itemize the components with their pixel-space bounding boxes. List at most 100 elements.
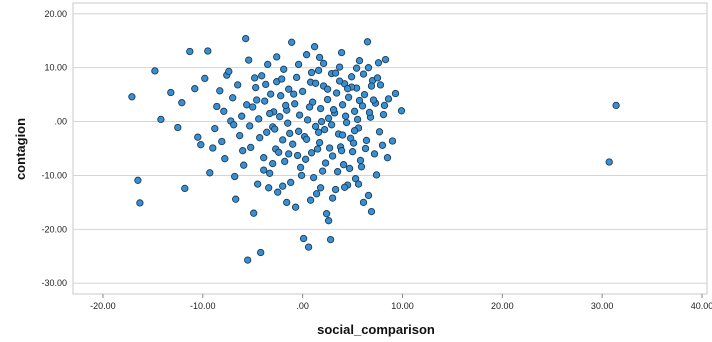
data-point (328, 152, 337, 160)
data-point (307, 68, 316, 77)
data-point (221, 155, 229, 163)
data-point (375, 128, 384, 136)
data-point (348, 148, 357, 156)
data-point (340, 183, 349, 191)
data-point (294, 60, 303, 69)
data-point (262, 80, 270, 89)
data-point (285, 150, 293, 158)
data-point (314, 66, 323, 75)
data-point (352, 64, 361, 72)
data-point (279, 182, 287, 190)
x-tick-label: 40.00 (691, 301, 712, 311)
data-point (255, 115, 263, 123)
data-point (281, 157, 289, 166)
x-tick-label: .00 (296, 301, 309, 311)
data-point (295, 111, 304, 119)
data-point (339, 161, 348, 169)
data-point (326, 235, 335, 244)
data-point (329, 106, 338, 114)
data-point (315, 138, 324, 147)
data-point (361, 144, 370, 153)
data-point (239, 147, 247, 155)
x-tick-label: 20.00 (491, 301, 514, 311)
data-point (243, 101, 251, 109)
y-tick-label: -20.00 (41, 224, 67, 234)
data-point (315, 53, 324, 62)
data-point (282, 101, 290, 110)
data-point (293, 151, 302, 160)
data-point (283, 198, 291, 207)
data-point (234, 81, 242, 89)
data-point (288, 38, 296, 46)
plot-frame (72, 2, 708, 295)
data-point (292, 73, 301, 82)
data-point (266, 109, 274, 118)
data-point (363, 38, 372, 46)
data-point (278, 75, 286, 83)
data-point (257, 248, 265, 257)
data-point (327, 121, 336, 129)
data-point (349, 139, 358, 147)
y-axis-title: contagion (13, 118, 28, 180)
data-point (291, 203, 300, 211)
data-point (296, 163, 305, 172)
data-point (354, 180, 363, 188)
data-point (331, 185, 340, 194)
data-point (313, 145, 322, 153)
data-point (391, 89, 400, 98)
data-point (370, 150, 379, 158)
data-point (335, 63, 344, 71)
data-point (316, 184, 325, 192)
data-point (350, 107, 359, 115)
data-point (324, 114, 333, 122)
data-point (337, 48, 346, 57)
data-point (302, 51, 311, 59)
data-point (230, 121, 238, 129)
data-point (318, 167, 327, 175)
data-point (260, 166, 268, 174)
data-point (345, 164, 354, 173)
data-point (218, 137, 226, 146)
data-point (379, 110, 388, 119)
data-point (314, 128, 323, 136)
data-point (289, 140, 297, 148)
data-point (178, 99, 186, 107)
data-point (269, 159, 277, 168)
x-tick-labels: -20.00 -10.00 .00 10.00 20.00 30.00 40.00 (90, 294, 712, 311)
x-tick-label: -10.00 (190, 301, 216, 311)
data-point (359, 198, 368, 207)
data-point (373, 74, 382, 82)
data-point (206, 169, 214, 177)
data-point (256, 134, 264, 142)
data-point (367, 207, 376, 216)
data-point (312, 190, 321, 198)
data-point (383, 154, 392, 162)
data-point (297, 171, 306, 180)
data-points (128, 34, 620, 264)
data-point (319, 59, 328, 68)
data-point (364, 64, 373, 72)
data-point (381, 55, 390, 64)
data-point (324, 217, 333, 225)
data-point (151, 67, 159, 75)
data-point (264, 60, 272, 69)
data-point (277, 92, 285, 100)
data-point (280, 65, 288, 73)
data-point (356, 156, 365, 165)
data-point (388, 137, 397, 145)
data-point (251, 74, 259, 82)
data-point (301, 155, 310, 163)
x-axis-title: social_comparison (317, 322, 435, 337)
data-point (332, 89, 341, 97)
data-point (286, 129, 294, 138)
data-point (136, 199, 144, 207)
data-point (378, 141, 387, 149)
data-point (353, 115, 362, 124)
y-tick-label: -10.00 (41, 170, 67, 180)
y-tick-label: -30.00 (41, 278, 67, 288)
data-point (304, 243, 313, 251)
data-point (246, 122, 254, 130)
data-point (194, 133, 202, 141)
